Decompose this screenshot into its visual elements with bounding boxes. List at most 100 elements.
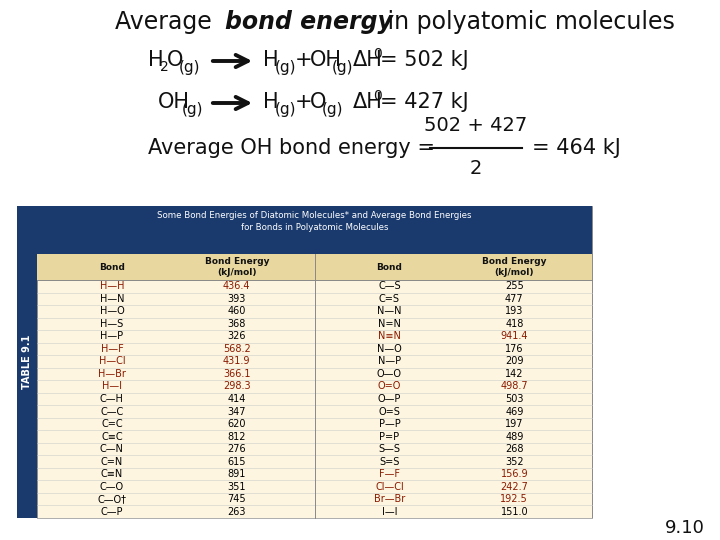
Text: 431.9: 431.9 [223, 356, 251, 367]
Text: 503: 503 [505, 394, 523, 404]
Text: for Bonds in Polyatomic Molecules: for Bonds in Polyatomic Molecules [240, 224, 388, 233]
Text: 366.1: 366.1 [223, 369, 251, 379]
Text: 368: 368 [228, 319, 246, 329]
Text: C=N: C=N [101, 457, 123, 467]
Text: O: O [167, 50, 184, 70]
Text: O—P: O—P [378, 394, 401, 404]
Text: H—O: H—O [99, 306, 125, 316]
Text: (g): (g) [322, 102, 343, 117]
Text: 176: 176 [505, 344, 523, 354]
Text: C—S: C—S [378, 281, 401, 291]
Text: 151.0: 151.0 [500, 507, 528, 517]
Text: 436.4: 436.4 [223, 281, 251, 291]
Text: N≡N: N≡N [378, 332, 401, 341]
Text: C—H: C—H [100, 394, 124, 404]
Text: H—I: H—I [102, 381, 122, 391]
Text: bond energy: bond energy [225, 10, 393, 34]
Text: 2: 2 [160, 60, 168, 74]
Text: H—N: H—N [99, 294, 124, 304]
Text: 498.7: 498.7 [500, 381, 528, 391]
Text: H—F: H—F [101, 344, 123, 354]
Text: H—S: H—S [100, 319, 124, 329]
Text: 2: 2 [470, 159, 482, 178]
Text: TABLE 9.1: TABLE 9.1 [22, 335, 32, 389]
Text: ΔH: ΔH [353, 50, 383, 70]
Text: H—Br: H—Br [98, 369, 126, 379]
Text: 298.3: 298.3 [223, 381, 251, 391]
Text: Br—Br: Br—Br [374, 494, 405, 504]
Text: 615: 615 [228, 457, 246, 467]
Text: 477: 477 [505, 294, 523, 304]
Text: O—O: O—O [377, 369, 402, 379]
Text: 418: 418 [505, 319, 523, 329]
Text: 351: 351 [228, 482, 246, 492]
Text: Average OH bond energy =: Average OH bond energy = [148, 138, 435, 158]
Text: C≡C: C≡C [101, 431, 122, 442]
Text: 941.4: 941.4 [500, 332, 528, 341]
Text: C=C: C=C [101, 419, 122, 429]
Text: C—N: C—N [100, 444, 124, 454]
Text: OH: OH [310, 50, 342, 70]
Text: 326: 326 [228, 332, 246, 341]
Text: C=S: C=S [379, 294, 400, 304]
Bar [37, 206, 592, 518]
Text: Cl—Cl: Cl—Cl [375, 482, 404, 492]
Text: 393: 393 [228, 294, 246, 304]
Text: 745: 745 [228, 494, 246, 504]
Text: 347: 347 [228, 407, 246, 416]
Bar [17, 206, 37, 518]
Text: H—Cl: H—Cl [99, 356, 125, 367]
Text: Some Bond Energies of Diatomic Molecules* and Average Bond Energies: Some Bond Energies of Diatomic Molecules… [157, 211, 472, 219]
Text: H: H [263, 92, 279, 112]
Text: 193: 193 [505, 306, 523, 316]
Text: Bond: Bond [99, 262, 125, 272]
Text: H—P: H—P [100, 332, 124, 341]
Text: 268: 268 [505, 444, 523, 454]
Text: 620: 620 [228, 419, 246, 429]
Text: Bond Energy
(kJ/mol): Bond Energy (kJ/mol) [482, 257, 546, 276]
Text: +: + [295, 92, 312, 112]
Text: S—S: S—S [379, 444, 400, 454]
Text: C≡N: C≡N [101, 469, 123, 479]
Text: = 464 kJ: = 464 kJ [532, 138, 621, 158]
Text: 156.9: 156.9 [500, 469, 528, 479]
Text: 414: 414 [228, 394, 246, 404]
Text: 209: 209 [505, 356, 523, 367]
Text: Average: Average [115, 10, 220, 34]
Text: P—P: P—P [379, 419, 400, 429]
Text: F—F: F—F [379, 469, 400, 479]
Text: ΔH: ΔH [353, 92, 383, 112]
Text: O=S: O=S [379, 407, 400, 416]
Text: P=P: P=P [379, 431, 400, 442]
Text: = 502 kJ: = 502 kJ [380, 50, 469, 70]
Text: N—O: N—O [377, 344, 402, 354]
Text: C—O: C—O [100, 482, 124, 492]
Text: 568.2: 568.2 [223, 344, 251, 354]
Text: +: + [295, 50, 312, 70]
Text: 242.7: 242.7 [500, 482, 528, 492]
Bar [37, 254, 592, 280]
Text: 192.5: 192.5 [500, 494, 528, 504]
Text: H—H: H—H [99, 281, 124, 291]
Text: H: H [263, 50, 279, 70]
Text: S=S: S=S [379, 457, 400, 467]
Text: 469: 469 [505, 407, 523, 416]
Text: C—P: C—P [101, 507, 123, 517]
Text: Bond Energy
(kJ/mol): Bond Energy (kJ/mol) [204, 257, 269, 276]
Text: I—I: I—I [382, 507, 397, 517]
Text: C—O†: C—O† [97, 494, 127, 504]
Bar [37, 206, 592, 254]
Text: 276: 276 [228, 444, 246, 454]
Text: = 427 kJ: = 427 kJ [380, 92, 469, 112]
Text: (g): (g) [179, 60, 200, 75]
Text: (g): (g) [275, 60, 297, 75]
Text: 812: 812 [228, 431, 246, 442]
Text: O: O [310, 92, 326, 112]
Text: 891: 891 [228, 469, 246, 479]
Text: 0: 0 [373, 89, 382, 103]
Text: 0: 0 [373, 47, 382, 61]
Text: 263: 263 [228, 507, 246, 517]
Text: (g): (g) [275, 102, 297, 117]
Text: 489: 489 [505, 431, 523, 442]
Text: N—N: N—N [377, 306, 402, 316]
